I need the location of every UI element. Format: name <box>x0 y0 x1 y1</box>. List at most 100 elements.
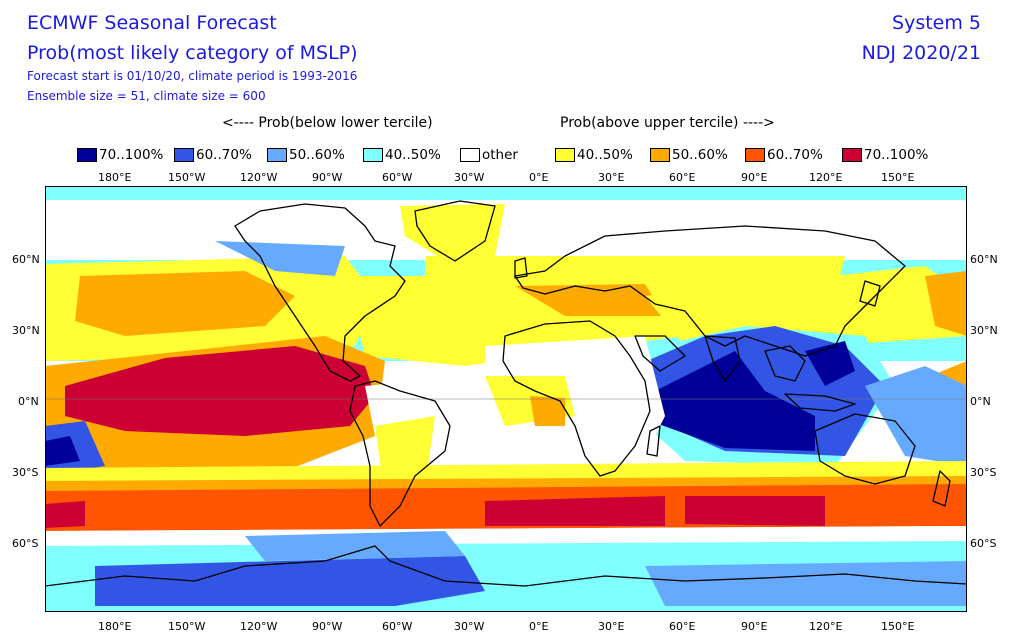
coastlines <box>45 200 967 587</box>
legend-item: 40..50% <box>363 147 441 163</box>
forecast-start-info: Forecast start is 01/10/20, climate peri… <box>27 69 358 83</box>
region-navy-spacific <box>45 436 80 466</box>
lat-label-right: 30°N <box>970 324 998 337</box>
lon-label-top: 150°W <box>168 171 206 184</box>
lon-label-top: 90°E <box>741 171 768 184</box>
legend-item-label: 50..60% <box>289 147 345 163</box>
region-cyan-arctic <box>45 186 967 200</box>
legend-swatch <box>555 148 575 162</box>
region-navy-indian <box>645 351 815 451</box>
lat-label-right: 60°S <box>970 537 997 550</box>
legend-swatch <box>745 148 765 162</box>
system-label: System 5 <box>892 12 981 34</box>
legend-swatch <box>174 148 194 162</box>
lon-label-bottom: 120°W <box>240 620 278 633</box>
forecast-map <box>45 186 967 612</box>
legend-item-label: other <box>482 147 518 163</box>
legend-item: other <box>460 147 518 163</box>
legend-item: 60..70% <box>174 147 252 163</box>
lon-label-bottom: 90°E <box>741 620 768 633</box>
lat-label-right: 30°S <box>970 466 997 479</box>
coastline-greenland <box>414 200 496 262</box>
legend-swatch <box>650 148 670 162</box>
lon-label-top: 30°W <box>454 171 485 184</box>
legend-item-label: 40..50% <box>577 147 633 163</box>
period-label: NDJ 2020/21 <box>861 42 981 64</box>
region-yellow-greenland <box>400 204 505 261</box>
lat-label-left: 30°S <box>12 466 39 479</box>
region-blue-npacific <box>215 241 345 276</box>
legend-item-label: 60..70% <box>196 147 252 163</box>
map-frame <box>45 186 967 612</box>
lon-label-top: 60°E <box>669 171 696 184</box>
legend-item: 50..60% <box>267 147 345 163</box>
region-blue-antarctic-2 <box>645 561 967 606</box>
lon-label-bottom: 30°E <box>598 620 625 633</box>
legend-item-label: 70..100% <box>864 147 929 163</box>
region-orange-gulf <box>530 396 565 426</box>
legend-above-label: Prob(above upper tercile) ----> <box>560 115 775 131</box>
legend-item-label: 60..70% <box>767 147 823 163</box>
lon-label-top: 120°W <box>240 171 278 184</box>
legend-item: 50..60% <box>650 147 728 163</box>
ensemble-info: Ensemble size = 51, climate size = 600 <box>27 89 266 103</box>
coastline-south-america <box>349 380 451 527</box>
lon-label-top: 30°E <box>598 171 625 184</box>
region-red-southern-3 <box>685 496 825 526</box>
coastline-indonesia <box>784 393 856 412</box>
region-blue-westaus <box>865 366 967 466</box>
lon-label-bottom: 30°W <box>454 620 485 633</box>
coastline-india <box>704 335 741 382</box>
region-lblue-antarctic <box>245 531 465 561</box>
legend-item-label: 50..60% <box>672 147 728 163</box>
coastline-arabia <box>634 335 686 372</box>
legend-item: 40..50% <box>555 147 633 163</box>
lat-label-left: 30°N <box>12 324 40 337</box>
region-blue-antarctic <box>95 556 485 606</box>
legend-below-label: <---- Prob(below lower tercile) <box>222 115 433 131</box>
lon-label-top: 150°E <box>881 171 915 184</box>
lon-label-bottom: 90°W <box>312 620 343 633</box>
coastline-japan <box>859 280 881 307</box>
lon-label-bottom: 60°W <box>382 620 413 633</box>
lon-label-bottom: 120°E <box>809 620 843 633</box>
legend: 70..100% 60..70% 50..60% 40..50% other 4… <box>0 147 1013 165</box>
coastline-north-america <box>234 203 406 382</box>
legend-swatch <box>363 148 383 162</box>
coastline-uk <box>514 257 528 279</box>
legend-swatch <box>460 148 480 162</box>
region-orange-epacific-n <box>925 271 967 336</box>
lat-label-left: 60°N <box>12 253 40 266</box>
lat-label-left: 0°N <box>18 395 39 408</box>
legend-item: 60..70% <box>745 147 823 163</box>
lon-label-bottom: 180°E <box>98 620 132 633</box>
region-white-north <box>45 200 967 260</box>
region-red-tpacific <box>65 346 375 436</box>
lat-label-right: 60°N <box>970 253 998 266</box>
lon-label-bottom: 150°E <box>881 620 915 633</box>
legend-item-label: 70..100% <box>99 147 164 163</box>
lon-label-top: 90°W <box>312 171 343 184</box>
lon-label-top: 0°E <box>529 171 549 184</box>
lon-label-top: 120°E <box>809 171 843 184</box>
coastline-new-zealand <box>932 470 951 507</box>
lon-label-bottom: 0°E <box>529 620 549 633</box>
region-white-africa <box>485 336 665 476</box>
region-red-southern-2 <box>485 496 665 526</box>
region-red-southern-1 <box>45 501 85 528</box>
region-orange-npacific <box>75 271 295 336</box>
lon-label-top: 60°W <box>382 171 413 184</box>
legend-swatch <box>842 148 862 162</box>
lon-label-bottom: 150°W <box>168 620 206 633</box>
legend-item: 70..100% <box>842 147 928 163</box>
page-subtitle: Prob(most likely category of MSLP) <box>27 42 358 64</box>
coastline-eurasia <box>514 225 906 357</box>
coastline-antarctica <box>45 545 967 587</box>
legend-item: 70..100% <box>77 147 163 163</box>
coastline-madagascar <box>646 425 661 457</box>
page-title: ECMWF Seasonal Forecast <box>27 12 277 34</box>
lat-label-left: 60°S <box>12 537 39 550</box>
lon-label-top: 180°E <box>98 171 132 184</box>
legend-swatch <box>77 148 97 162</box>
coastline-australia <box>814 413 916 485</box>
